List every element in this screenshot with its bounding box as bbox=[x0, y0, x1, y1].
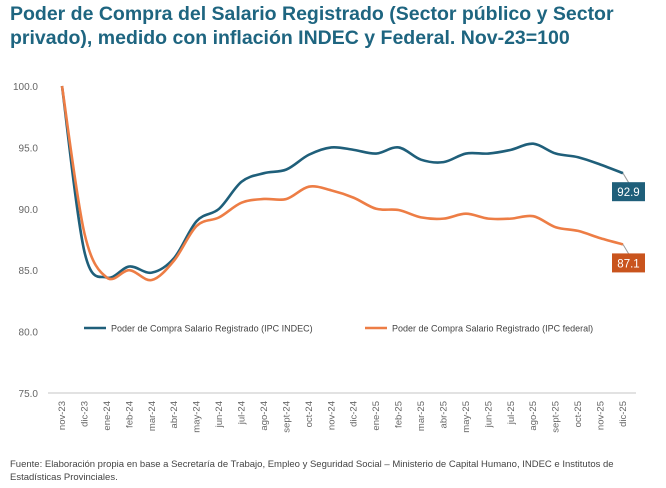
x-tick-label: ene-25 bbox=[371, 401, 382, 431]
end-label-leader bbox=[622, 172, 630, 184]
x-tick-label: may-24 bbox=[192, 401, 203, 433]
end-label-box bbox=[612, 182, 645, 202]
x-tick-label: abr-25 bbox=[438, 401, 449, 428]
x-tick-label: ago-25 bbox=[528, 401, 539, 431]
x-tick-label: nov-23 bbox=[57, 401, 68, 430]
x-tick-label: dic-24 bbox=[349, 401, 360, 427]
legend-label: Poder de Compra Salario Registrado (IPC … bbox=[392, 324, 593, 334]
x-tick-label: jul-24 bbox=[237, 401, 248, 425]
x-tick-label: dic-25 bbox=[618, 401, 629, 427]
x-tick-label: jul-25 bbox=[506, 401, 517, 425]
x-tick-label: jun-25 bbox=[483, 401, 494, 428]
x-tick-label: abr-24 bbox=[169, 401, 180, 428]
end-label-leader bbox=[622, 244, 630, 255]
end-value-label: 87.1 bbox=[617, 258, 639, 270]
x-tick-label: ago-24 bbox=[259, 401, 270, 431]
x-tick-label: sept-25 bbox=[551, 401, 562, 433]
x-tick-label: nov-25 bbox=[596, 401, 607, 430]
series-line-2 bbox=[60, 85, 624, 282]
x-tick-label: may-25 bbox=[461, 401, 472, 433]
x-tick-label: oct-25 bbox=[573, 401, 584, 427]
y-tick-label: 80.0 bbox=[19, 328, 39, 339]
x-tick-label: oct-24 bbox=[304, 401, 315, 427]
x-tick-label: jun-24 bbox=[214, 401, 225, 428]
y-tick-label: 85.0 bbox=[19, 266, 39, 277]
x-tick-label: feb-25 bbox=[394, 401, 405, 428]
source-footnote: Fuente: Elaboración propia en base a Sec… bbox=[10, 459, 614, 483]
x-tick-label: sept-24 bbox=[281, 401, 292, 433]
x-tick-label: feb-24 bbox=[124, 401, 135, 428]
legend-label: Poder de Compra Salario Registrado (IPC … bbox=[111, 324, 313, 334]
y-tick-label: 90.0 bbox=[19, 205, 39, 216]
end-value-label: 92.9 bbox=[617, 187, 639, 199]
x-tick-label: dic-23 bbox=[79, 401, 90, 427]
x-tick-label: nov-24 bbox=[326, 401, 337, 430]
x-tick-label: mar-24 bbox=[147, 401, 158, 431]
x-tick-label: mar-25 bbox=[416, 401, 427, 431]
y-tick-label: 75.0 bbox=[19, 389, 39, 400]
series-line-1 bbox=[60, 85, 624, 280]
y-tick-label: 100.0 bbox=[13, 82, 38, 93]
x-tick-label: ene-24 bbox=[102, 401, 113, 431]
end-label-box bbox=[612, 253, 645, 273]
y-tick-label: 95.0 bbox=[19, 143, 39, 154]
chart-title: Poder de Compra del Salario Registrado (… bbox=[10, 3, 614, 49]
